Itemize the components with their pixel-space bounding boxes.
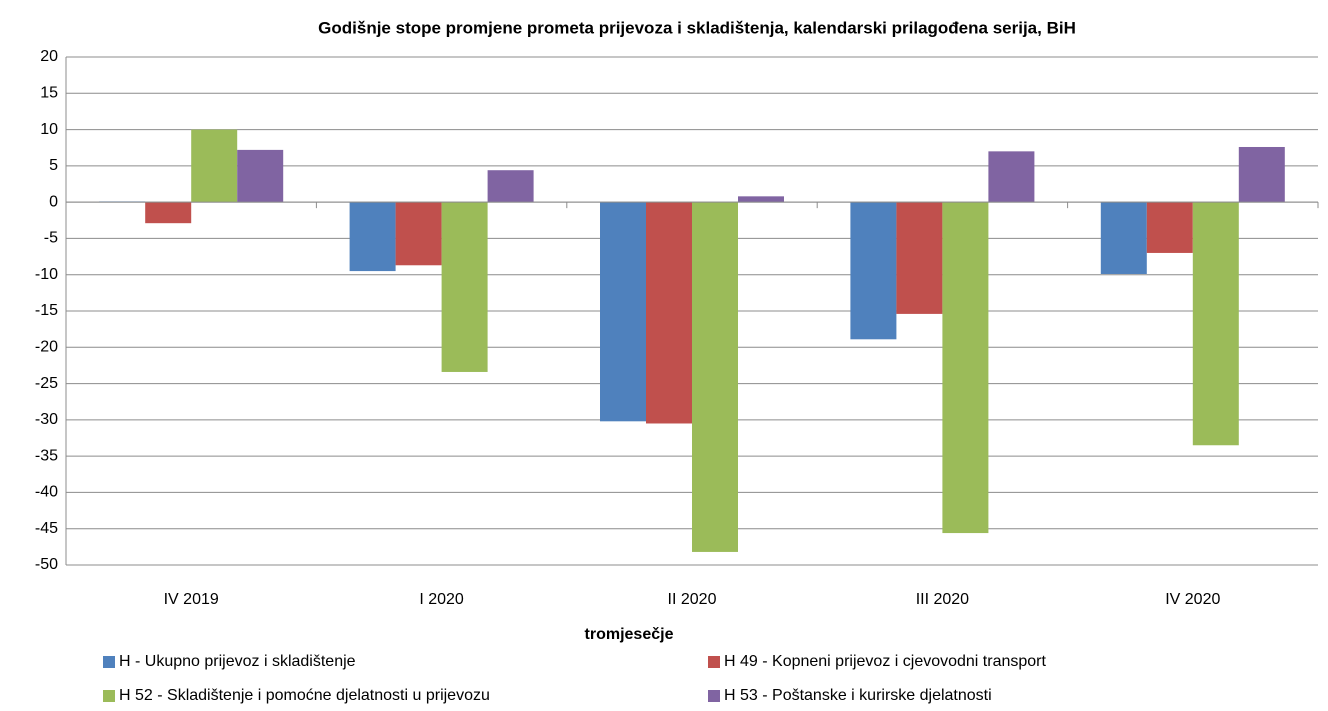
bar (942, 202, 989, 534)
y-tick-label: -30 (35, 411, 58, 428)
bar (1100, 202, 1147, 274)
bar (600, 202, 646, 422)
legend-swatch (103, 656, 115, 668)
y-tick-label: 5 (49, 157, 58, 174)
legend-label: H - Ukupno prijevoz i skladištenje (119, 653, 356, 670)
legend-label: H 49 - Kopneni prijevoz i cjevovodni tra… (724, 653, 1047, 670)
y-tick-label: -40 (35, 484, 58, 501)
bar (487, 170, 534, 203)
bar (692, 202, 738, 552)
bar (191, 129, 238, 203)
bar (988, 151, 1035, 203)
y-tick-label: 0 (49, 193, 58, 210)
bar (896, 202, 943, 314)
legend-label: H 52 - Skladištenje i pomoćne djelatnost… (119, 687, 490, 704)
y-tick-label: -5 (44, 230, 58, 247)
y-tick-label: -35 (35, 447, 58, 464)
x-tick-label: I 2020 (419, 591, 464, 608)
y-tick-label: -20 (35, 339, 58, 356)
y-tick-label: 10 (40, 121, 58, 138)
x-tick-label: IV 2020 (1165, 591, 1220, 608)
bar (1146, 202, 1193, 253)
y-tick-label: -45 (35, 520, 58, 537)
legend-swatch (103, 690, 115, 702)
legend-swatch (708, 656, 720, 668)
bar (850, 202, 897, 340)
bar (441, 202, 488, 372)
x-tick-label: IV 2019 (164, 591, 219, 608)
bar (349, 202, 396, 272)
x-tick-label: III 2020 (916, 591, 969, 608)
y-tick-label: -15 (35, 302, 58, 319)
y-tick-label: 20 (40, 48, 58, 65)
y-tick-label: 15 (40, 85, 58, 102)
y-tick-label: -10 (35, 266, 58, 283)
bar (738, 196, 784, 203)
bar (237, 149, 284, 203)
bar (1192, 202, 1239, 446)
x-axis-title: tromjesečje (585, 626, 674, 643)
bar (145, 202, 192, 224)
y-tick-label: -50 (35, 556, 58, 573)
bar (646, 202, 692, 424)
chart-title: Godišnje stope promjene prometa prijevoz… (318, 18, 1076, 37)
bar (1238, 146, 1285, 203)
legend-label: H 53 - Poštanske i kurirske djelatnosti (724, 687, 992, 704)
legend-swatch (708, 690, 720, 702)
x-tick-label: II 2020 (668, 591, 717, 608)
y-tick-label: -25 (35, 375, 58, 392)
bar (395, 202, 442, 266)
